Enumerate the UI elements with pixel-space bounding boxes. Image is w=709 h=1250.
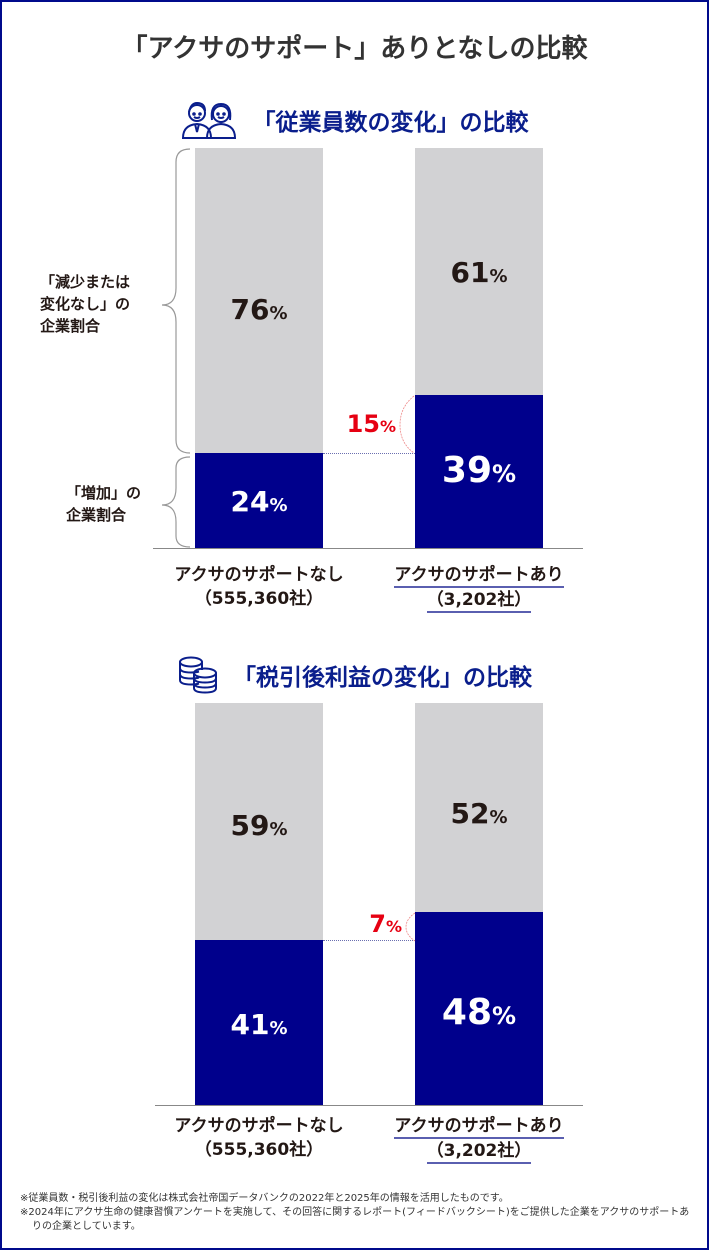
chart2-xlabel-without: アクサのサポートなし （555,360社） bbox=[174, 1116, 344, 1160]
value-label: 48% bbox=[441, 992, 517, 1033]
bar-segment-decrease: 76% bbox=[195, 148, 323, 453]
page-title: 「アクサのサポート」ありとなしの比較 bbox=[121, 34, 588, 64]
people-icon bbox=[180, 100, 238, 140]
footnote: ※従業員数・税引後利益の変化は株式会社帝国データバンクの2022年と2025年の… bbox=[20, 1193, 509, 1204]
chart2-title: 「税引後利益の変化」の比較 bbox=[0, 656, 709, 694]
value-label: 41% bbox=[230, 1008, 288, 1041]
chart1-reference-line bbox=[323, 453, 415, 454]
value-label: 76% bbox=[230, 293, 288, 326]
chart1-bar-without-support: 76% 24% bbox=[195, 148, 323, 548]
chart2-reference-line bbox=[323, 940, 415, 941]
value-label: 39% bbox=[441, 450, 517, 491]
value-label: 24% bbox=[230, 485, 288, 518]
chart2-xlabel-with: アクサのサポートあり （3,202社） bbox=[369, 1114, 589, 1164]
chart2-baseline bbox=[155, 1105, 583, 1106]
footnote: ※2024年にアクサ生命の健康習慣アンケートを実施して、その回答に関するレポート… bbox=[20, 1207, 690, 1232]
chart2-bar-with-support: 52% 48% bbox=[415, 703, 543, 1105]
chart2-bar-without-support: 59% 41% bbox=[195, 703, 323, 1105]
footnotes: ※従業員数・税引後利益の変化は株式会社帝国データバンクの2022年と2025年の… bbox=[20, 1192, 690, 1234]
bracket-decrease-icon bbox=[161, 148, 191, 548]
coins-icon bbox=[177, 656, 219, 694]
chart2-difference-label: 7% bbox=[369, 910, 402, 938]
value-label: 59% bbox=[230, 809, 288, 842]
chart1-baseline bbox=[153, 548, 583, 549]
value-label: 61% bbox=[450, 256, 508, 289]
chart1-title: 「従業員数の変化」の比較 bbox=[0, 100, 709, 140]
chart1-diff-bracket-icon bbox=[399, 395, 415, 454]
legend-increase-label: 「増加」の 企業割合 bbox=[66, 484, 142, 524]
bar-segment-increase: 39% bbox=[415, 395, 543, 548]
bar-segment-decrease: 59% bbox=[195, 703, 323, 940]
chart1-xlabel-with: アクサのサポートあり （3,202社） bbox=[369, 563, 589, 613]
bar-segment-increase: 41% bbox=[195, 940, 323, 1105]
chart1-xlabel-without: アクサのサポートなし （555,360社） bbox=[174, 565, 344, 609]
chart1-bar-with-support: 61% 39% bbox=[415, 148, 543, 548]
bar-segment-increase: 24% bbox=[195, 453, 323, 548]
chart1-difference-label: 15% bbox=[346, 410, 396, 438]
chart2-diff-bracket-icon bbox=[405, 912, 416, 942]
value-label: 52% bbox=[450, 797, 508, 830]
bar-segment-increase: 48% bbox=[415, 912, 543, 1105]
legend-decrease-label: 「減少または 変化なし」の 企業割合 bbox=[40, 273, 131, 335]
bar-segment-decrease: 52% bbox=[415, 703, 543, 912]
bar-segment-decrease: 61% bbox=[415, 148, 543, 395]
